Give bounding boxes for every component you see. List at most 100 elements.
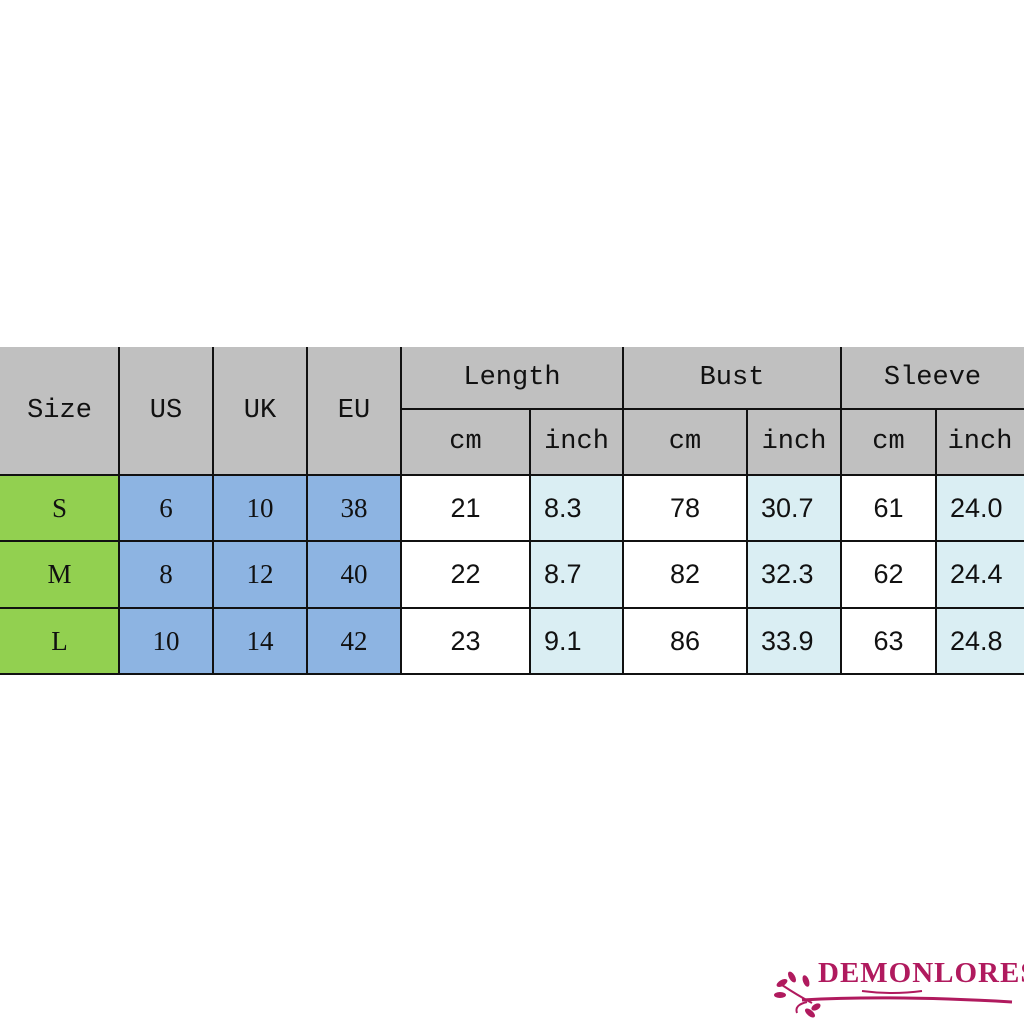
cell-eu: 38: [307, 475, 401, 541]
header-unit: inch: [747, 409, 841, 475]
grid-line: [0, 607, 1024, 609]
cell-sleeve-inch: 24.8: [936, 608, 1024, 675]
cell-length-inch: 8.7: [530, 541, 623, 608]
cell-uk-text: 14: [246, 626, 274, 656]
cell-sleeve-inch-text: 24.0: [950, 492, 1003, 523]
grid-line: [529, 409, 531, 675]
cell-bust-cm: 82: [623, 541, 747, 608]
cell-sleeve-inch: 24.0: [936, 475, 1024, 541]
header-unit: inch: [530, 409, 623, 475]
cell-size-text: M: [47, 559, 72, 589]
cell-eu-text: 42: [340, 626, 368, 656]
cell-us-text: 8: [159, 559, 173, 589]
header-sleeve-text: Sleeve: [883, 363, 982, 393]
cell-uk-text: 12: [246, 559, 274, 589]
grid-line: [935, 409, 937, 675]
cell-bust-cm: 86: [623, 608, 747, 675]
cell-us: 8: [119, 541, 213, 608]
cell-length-cm-text: 23: [450, 626, 481, 656]
cell-eu-text: 38: [340, 492, 368, 523]
cell-sleeve-cm-text: 63: [873, 626, 904, 656]
header-unit: inch: [936, 409, 1024, 475]
header-unit: cm: [841, 409, 936, 475]
header-length: Length: [401, 347, 623, 409]
cell-sleeve-cm-text: 62: [873, 559, 904, 589]
grid-line: [306, 347, 308, 675]
cell-bust-cm-text: 82: [669, 559, 701, 589]
floral-ornament-icon: [774, 971, 1013, 1018]
cell-uk: 12: [213, 541, 307, 608]
grid-line: [118, 347, 120, 675]
grid-line: [746, 409, 748, 675]
cell-length-inch-text: 9.1: [544, 626, 582, 656]
header-sleeve: Sleeve: [841, 347, 1024, 409]
cell-sleeve-inch-text: 24.8: [950, 626, 1003, 656]
header-unit: cm: [623, 409, 747, 475]
header-size-text: Size: [27, 396, 92, 426]
cell-sleeve-inch-text: 24.4: [950, 559, 1003, 589]
grid-line: [840, 347, 842, 675]
cell-length-cm: 21: [401, 475, 530, 541]
header-uk-text: UK: [243, 396, 277, 426]
cell-uk: 14: [213, 608, 307, 675]
cell-bust-inch-text: 30.7: [761, 492, 814, 523]
cell-length-cm-text: 21: [450, 492, 481, 523]
grid-line: [212, 347, 214, 675]
cell-bust-inch-text: 32.3: [761, 559, 814, 589]
cell-uk: 10: [213, 475, 307, 541]
header-size: Size: [0, 347, 119, 475]
header-length-text: Length: [463, 363, 561, 393]
header-bust: Bust: [623, 347, 841, 409]
brand-logo: DEMONLORES: [772, 955, 1024, 1023]
grid-line: [622, 347, 624, 675]
cell-sleeve-cm-text: 61: [873, 492, 904, 523]
cell-length-cm-text: 22: [450, 559, 481, 589]
header-us: US: [119, 347, 213, 475]
grid-line: [400, 347, 402, 675]
brand-name: DEMONLORES: [818, 957, 1024, 989]
grid-line: [0, 474, 1024, 476]
header-unit-text: inch: [761, 427, 827, 457]
header-eu-text: EU: [337, 396, 371, 426]
cell-uk-text: 10: [246, 492, 274, 523]
cell-us-text: 6: [159, 492, 173, 523]
header-uk: UK: [213, 347, 307, 475]
cell-size-text: S: [51, 492, 68, 523]
cell-length-inch-text: 8.7: [544, 559, 582, 589]
cell-sleeve-cm: 63: [841, 608, 936, 675]
cell-length-cm: 23: [401, 608, 530, 675]
header-us-text: US: [149, 396, 183, 426]
grid-line: [0, 540, 1024, 542]
cell-size: L: [0, 608, 119, 675]
cell-bust-cm: 78: [623, 475, 747, 541]
cell-length-inch: 8.3: [530, 475, 623, 541]
cell-length-inch: 9.1: [530, 608, 623, 675]
cell-bust-cm-text: 86: [669, 626, 701, 656]
cell-bust-inch-text: 33.9: [761, 626, 814, 656]
cell-length-inch-text: 8.3: [544, 492, 582, 523]
cell-bust-inch: 30.7: [747, 475, 841, 541]
cell-us: 6: [119, 475, 213, 541]
cell-eu: 42: [307, 608, 401, 675]
cell-us: 10: [119, 608, 213, 675]
header-unit-text: inch: [544, 427, 609, 457]
cell-us-text: 10: [152, 626, 180, 656]
cell-eu: 40: [307, 541, 401, 608]
cell-size-text: L: [51, 626, 68, 656]
header-unit: cm: [401, 409, 530, 475]
grid-line: [0, 673, 1024, 675]
header-unit-text: cm: [449, 427, 482, 457]
header-eu: EU: [307, 347, 401, 475]
cell-bust-cm-text: 78: [669, 492, 701, 523]
cell-size: S: [0, 475, 119, 541]
cell-size: M: [0, 541, 119, 608]
header-unit-text: inch: [947, 427, 1013, 457]
cell-eu-text: 40: [340, 559, 368, 589]
header-unit-text: cm: [872, 427, 905, 457]
grid-line: [401, 408, 1024, 410]
cell-length-cm: 22: [401, 541, 530, 608]
cell-bust-inch: 33.9: [747, 608, 841, 675]
cell-bust-inch: 32.3: [747, 541, 841, 608]
header-bust-text: Bust: [699, 363, 765, 393]
header-unit-text: cm: [668, 427, 702, 457]
